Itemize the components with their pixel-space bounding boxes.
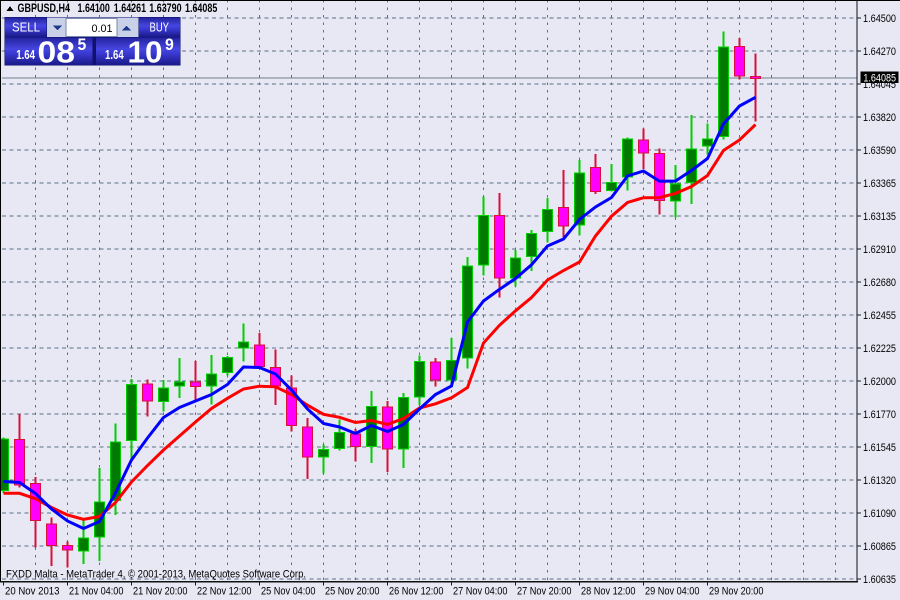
- svg-text:28 Nov 12:00: 28 Nov 12:00: [581, 586, 636, 598]
- svg-text:29 Nov 20:00: 29 Nov 20:00: [709, 586, 764, 598]
- svg-text:9: 9: [165, 35, 174, 54]
- svg-text:22 Nov 12:00: 22 Nov 12:00: [197, 586, 252, 598]
- svg-text:1.62225: 1.62225: [863, 343, 896, 355]
- svg-text:1.63135: 1.63135: [863, 211, 896, 223]
- svg-text:1.63590: 1.63590: [863, 145, 896, 157]
- svg-text:21 Nov 20:00: 21 Nov 20:00: [133, 586, 188, 598]
- svg-text:25 Nov 04:00: 25 Nov 04:00: [261, 586, 316, 598]
- svg-text:SELL: SELL: [12, 20, 40, 35]
- svg-text:1.60865: 1.60865: [863, 541, 896, 553]
- svg-text:1.62000: 1.62000: [863, 376, 896, 388]
- svg-text:27 Nov 20:00: 27 Nov 20:00: [517, 586, 572, 598]
- svg-text:27 Nov 04:00: 27 Nov 04:00: [453, 586, 508, 598]
- svg-text:1.62455: 1.62455: [863, 310, 896, 322]
- svg-text:29 Nov 04:00: 29 Nov 04:00: [645, 586, 700, 598]
- svg-text:5: 5: [78, 35, 87, 54]
- svg-text:20 Nov 2013: 20 Nov 2013: [5, 586, 60, 598]
- svg-text:1.63790: 1.63790: [149, 1, 182, 15]
- svg-text:BUY: BUY: [150, 20, 170, 35]
- svg-text:1.60635: 1.60635: [863, 574, 896, 586]
- svg-text:1.61320: 1.61320: [863, 475, 896, 487]
- svg-text:1.64270: 1.64270: [863, 46, 896, 58]
- svg-text:1.63365: 1.63365: [863, 178, 896, 190]
- svg-text:1.61770: 1.61770: [863, 409, 896, 421]
- svg-text:1.64261: 1.64261: [114, 1, 147, 15]
- svg-text:FXDD Malta - MetaTrader 4, © 2: FXDD Malta - MetaTrader 4, © 2001-2013, …: [6, 569, 306, 581]
- svg-text:1.64085: 1.64085: [185, 1, 218, 15]
- svg-text:1.64: 1.64: [16, 47, 35, 62]
- svg-text:1.62910: 1.62910: [863, 244, 896, 256]
- svg-text:1.64: 1.64: [105, 47, 124, 62]
- svg-text:0.01: 0.01: [92, 23, 113, 35]
- svg-text:1.62680: 1.62680: [863, 277, 896, 289]
- svg-text:1.64100: 1.64100: [78, 1, 111, 15]
- svg-text:1.63820: 1.63820: [863, 112, 896, 124]
- svg-text:26 Nov 12:00: 26 Nov 12:00: [389, 586, 444, 598]
- svg-text:25 Nov 20:00: 25 Nov 20:00: [325, 586, 380, 598]
- svg-text:1.64085: 1.64085: [863, 72, 896, 84]
- svg-text:08: 08: [38, 35, 76, 70]
- svg-text:1.64500: 1.64500: [863, 13, 896, 25]
- svg-text:1.61090: 1.61090: [863, 508, 896, 520]
- svg-text:GBPUSD,H4: GBPUSD,H4: [18, 1, 71, 15]
- svg-text:1.61545: 1.61545: [863, 442, 896, 454]
- svg-text:21 Nov 04:00: 21 Nov 04:00: [69, 586, 124, 598]
- svg-text:10: 10: [128, 35, 163, 70]
